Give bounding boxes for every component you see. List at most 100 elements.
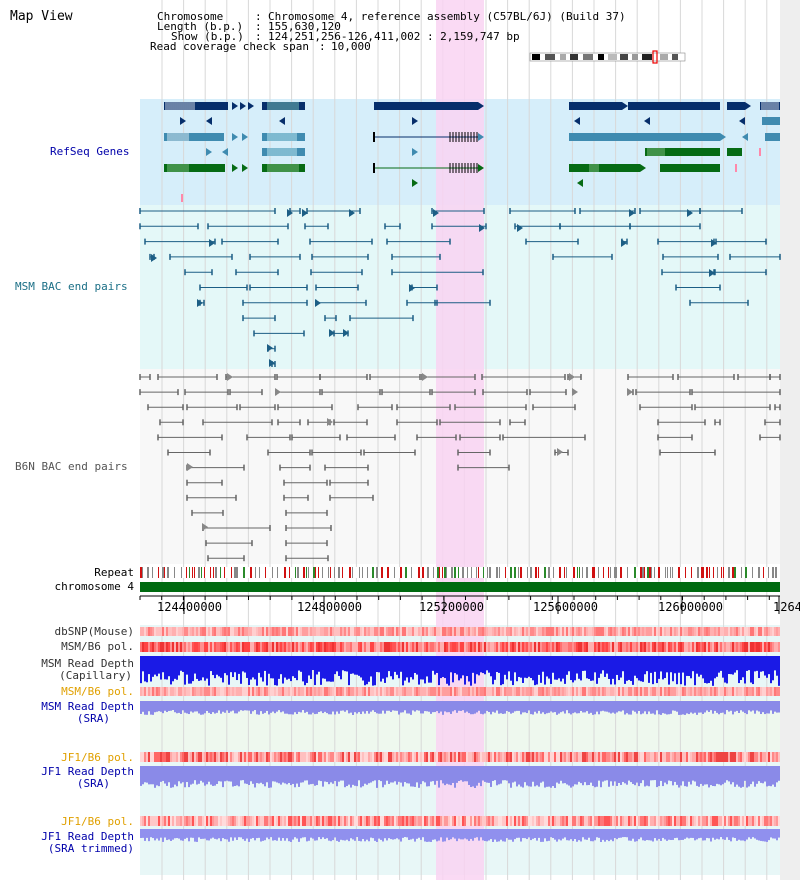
msm-b6-pol-sra-cell bbox=[174, 687, 176, 696]
track-label-jf1-b6-pol[interactable]: JF1/B6 pol. bbox=[61, 751, 134, 764]
msm-b6-pol-sra-cell bbox=[626, 687, 628, 696]
jf1-b6-pol-cell bbox=[654, 752, 656, 762]
track-label-dbsnp[interactable]: dbSNP(Mouse) bbox=[54, 625, 134, 638]
track-label-msm-read-depth-capillary[interactable]: MSM Read Depth (Capillary) bbox=[41, 658, 134, 682]
strand-arrow bbox=[267, 344, 273, 352]
jf1-depth-trim-bar bbox=[664, 829, 666, 840]
msm-depth-sra-bar bbox=[684, 701, 686, 715]
track-label-msm-bac-end-pairs[interactable]: MSM BAC end pairs bbox=[15, 280, 128, 293]
msm-depth-cap-bar bbox=[258, 656, 260, 673]
msm-b6-pol-cell bbox=[744, 642, 746, 652]
jf1-depth-trim-bar bbox=[766, 829, 768, 842]
gene-block bbox=[765, 133, 780, 141]
msm-depth-sra-bar bbox=[744, 701, 746, 714]
dbsnp-cell bbox=[252, 627, 254, 636]
dbsnp-cell bbox=[616, 627, 618, 636]
msm-b6-pol-sra-cell bbox=[678, 687, 680, 696]
jf1-depth-trim-bar bbox=[246, 829, 248, 839]
gene-block bbox=[262, 164, 305, 172]
msm-b6-pol-cell bbox=[508, 642, 510, 652]
track-label-b6n-bac-end-pairs[interactable]: B6N BAC end pairs bbox=[15, 460, 128, 473]
jf1-b6-pol-cell bbox=[238, 752, 240, 762]
msm-depth-sra-bar bbox=[728, 701, 730, 712]
gene-block bbox=[569, 164, 640, 172]
jf1-b6-pol-cell bbox=[316, 752, 318, 762]
jf1-depth-sra-bar bbox=[602, 766, 604, 782]
msm-b6-pol-sra-cell bbox=[696, 687, 698, 696]
jf1-depth-trim-bar bbox=[312, 829, 314, 839]
track-label-jf1-read-depth-sra[interactable]: JF1 Read Depth (SRA) bbox=[41, 766, 134, 790]
jf1-depth-sra-bar bbox=[654, 766, 656, 781]
msm-depth-cap-bar bbox=[382, 656, 384, 679]
msm-b6-pol-sra-cell bbox=[484, 687, 486, 696]
jf1-depth-trim-bar bbox=[344, 829, 346, 841]
jf1-b6-pol-cell bbox=[218, 752, 220, 762]
msm-b6-pol-cell bbox=[464, 642, 466, 652]
jf1-depth-sra-bar bbox=[154, 766, 156, 788]
jf1-depth-sra-bar bbox=[612, 766, 614, 786]
jf1-b6-pol-cell bbox=[542, 752, 544, 762]
jf1-b6-pol-trim-cell bbox=[394, 816, 396, 826]
jf1-depth-trim-bar bbox=[498, 829, 500, 842]
track-label-msm-read-depth-sra[interactable]: MSM Read Depth (SRA) bbox=[41, 701, 134, 725]
msm-b6-pol-cell bbox=[706, 642, 708, 652]
msm-b6-pol-cell bbox=[592, 642, 594, 652]
jf1-depth-trim-bar bbox=[464, 829, 466, 839]
jf1-b6-pol-cell bbox=[318, 752, 320, 762]
jf1-b6-pol-trim-cell bbox=[620, 816, 622, 826]
repeat-element bbox=[703, 567, 704, 578]
repeat-element bbox=[721, 567, 722, 578]
msm-b6-pol-sra-cell bbox=[690, 687, 692, 696]
dbsnp-cell bbox=[292, 627, 294, 636]
track-label-msm-b6-pol-sra[interactable]: MSM/B6 pol. bbox=[61, 685, 134, 698]
track-label-repeat[interactable]: Repeat bbox=[94, 566, 134, 579]
dbsnp-cell bbox=[696, 627, 698, 636]
jf1-depth-sra-bar bbox=[414, 766, 416, 787]
msm-depth-sra-bar bbox=[298, 701, 300, 712]
jf1-depth-trim-bar bbox=[332, 829, 334, 841]
jf1-depth-trim-bar bbox=[654, 829, 656, 839]
msm-b6-pol-cell bbox=[542, 642, 544, 652]
jf1-depth-trim-bar bbox=[682, 829, 684, 840]
msm-depth-sra-bar bbox=[570, 701, 572, 715]
dbsnp-cell bbox=[670, 627, 672, 636]
jf1-b6-pol-cell bbox=[346, 752, 348, 762]
strand-arrow bbox=[248, 102, 254, 110]
track-label-jf1-read-depth-sra-trimmed[interactable]: JF1 Read Depth (SRA trimmed) bbox=[41, 831, 134, 855]
repeat-element bbox=[713, 567, 714, 578]
msm-depth-sra-bar bbox=[220, 701, 222, 714]
track-label-chromosome[interactable]: chromosome 4 bbox=[54, 580, 134, 593]
jf1-depth-sra-bar bbox=[446, 766, 448, 784]
track-label-jf1-b6-pol-trimmed[interactable]: JF1/B6 pol. bbox=[61, 815, 134, 828]
dbsnp-cell bbox=[274, 627, 276, 636]
msm-b6-pol-sra-cell bbox=[548, 687, 550, 696]
msm-depth-sra-bar bbox=[286, 701, 288, 714]
jf1-depth-sra-bar bbox=[204, 766, 206, 786]
msm-depth-cap-bar bbox=[376, 656, 378, 673]
msm-b6-pol-sra-cell bbox=[168, 687, 170, 696]
track-label-msm-b6-pol[interactable]: MSM/B6 pol. bbox=[61, 640, 134, 653]
jf1-depth-sra-bar bbox=[620, 766, 622, 785]
msm-b6-pol-sra-cell bbox=[624, 687, 626, 696]
jf1-b6-pol-trim-cell bbox=[626, 816, 628, 826]
jf1-depth-trim-bar bbox=[358, 829, 360, 841]
msm-depth-cap-bar bbox=[698, 656, 700, 677]
msm-b6-pol-cell bbox=[420, 642, 422, 652]
track-label-refseq-genes[interactable]: RefSeq Genes bbox=[50, 145, 130, 158]
msm-b6-pol-cell bbox=[502, 642, 504, 652]
dbsnp-cell bbox=[386, 627, 388, 636]
msm-b6-pol-cell bbox=[266, 642, 268, 652]
jf1-b6-pol-trim-cell bbox=[238, 816, 240, 826]
msm-depth-cap-bar bbox=[276, 656, 278, 686]
msm-depth-cap-bar bbox=[358, 656, 360, 676]
dbsnp-cell bbox=[482, 627, 484, 636]
jf1-b6-pol-trim-cell bbox=[546, 816, 548, 826]
msm-depth-sra-bar bbox=[768, 701, 770, 714]
strand-arrow bbox=[640, 164, 646, 172]
msm-depth-cap-bar bbox=[176, 656, 178, 680]
msm-depth-cap-bar bbox=[420, 656, 422, 680]
msm-depth-sra-bar bbox=[560, 701, 562, 713]
jf1-depth-sra-bar bbox=[432, 766, 434, 782]
dbsnp-cell bbox=[336, 627, 338, 636]
